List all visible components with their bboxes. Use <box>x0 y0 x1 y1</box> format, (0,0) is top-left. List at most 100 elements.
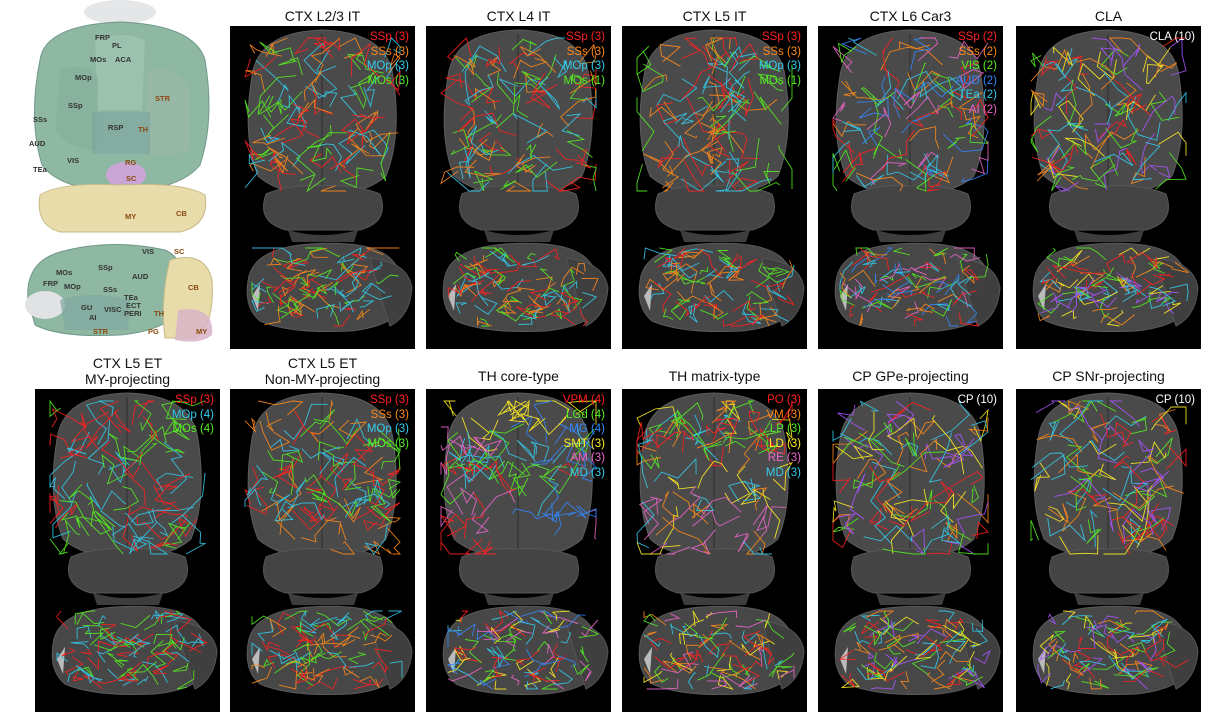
legend-item: SSs (3) <box>370 45 409 58</box>
panel-title: CTX L5 ET Non-MY-projecting <box>264 355 381 387</box>
legend-item: SSs (3) <box>566 45 605 58</box>
brain-render-svg <box>48 392 218 696</box>
svg-text:RG: RG <box>125 158 136 167</box>
panel-title: CP GPe-projecting <box>852 368 969 384</box>
brain-render-svg <box>1030 29 1199 333</box>
neuron-reconstruction-image: SSp (3) SSs (3) MOp (3) MOs (1) <box>622 26 807 349</box>
region-legend: VPM (4) LGd (4) MG (4) SMT (3) AM (3) MD (3) <box>563 393 605 481</box>
legend-item: CLA (10) <box>1149 31 1195 43</box>
region-legend: SSp (2) SSs (2) VIS (2) AUD (2) TEa (2) AI (2… <box>955 30 997 118</box>
legend-item: MOs (3) <box>367 74 409 87</box>
legend-item: AM (3) <box>570 452 606 465</box>
svg-text:FRP: FRP <box>43 279 58 288</box>
legend-item: SSp (3) <box>370 394 409 406</box>
legend-item: MOs (4) <box>172 423 214 436</box>
svg-text:STR: STR <box>155 94 171 103</box>
cerebellum-silhouette <box>459 185 579 231</box>
svg-text:MY: MY <box>125 212 136 221</box>
svg-text:PL: PL <box>112 41 122 50</box>
neuron-reconstruction-image: SSp (3) SSs (3) MOp (3) MOs (3) <box>230 389 415 712</box>
legend-item: MG (4) <box>569 423 605 436</box>
svg-text:AUD: AUD <box>29 139 46 148</box>
neuron-traces <box>832 400 991 690</box>
panel-title: CTX L6 Car3 <box>869 8 952 24</box>
svg-text:SSp: SSp <box>68 101 83 110</box>
svg-text:SC: SC <box>174 247 185 256</box>
region-legend: SSp (3) SSs (3) MOp (3) MOs (1) <box>563 30 605 88</box>
svg-text:CB: CB <box>176 209 187 218</box>
region-legend: CP (10) <box>1156 393 1195 408</box>
svg-text:SC: SC <box>126 174 137 183</box>
svg-text:FRP: FRP <box>95 33 110 42</box>
neuron-traces <box>832 37 990 327</box>
legend-item: SSp (3) <box>566 31 605 43</box>
svg-text:MY: MY <box>196 327 207 336</box>
region-legend: CP (10) <box>958 393 997 408</box>
svg-text:ACA: ACA <box>115 55 132 64</box>
atlas-reference-diagram: FRP PL MOs ACA MOp SSp STR SSs RSP TH AUD VIS… <box>0 0 225 350</box>
neuron-traces <box>244 400 403 690</box>
brain-render-svg <box>439 392 609 696</box>
legend-item: SSp (3) <box>370 31 409 43</box>
svg-text:MOs: MOs <box>56 268 72 277</box>
neuron-reconstruction-image: CP (10) <box>818 389 1003 712</box>
legend-item: MD (3) <box>765 466 801 479</box>
svg-text:MOs: MOs <box>90 55 106 64</box>
legend-item: MOp (3) <box>562 60 605 73</box>
panel-title: CP SNr-projecting <box>1052 368 1165 384</box>
svg-text:SSs: SSs <box>33 115 47 124</box>
legend-item: SSp (3) <box>762 31 801 43</box>
neuron-traces <box>636 37 796 327</box>
neuron-reconstruction-image: SSp (3) MOp (4) MOs (4) <box>35 389 220 712</box>
legend-item: PO (3) <box>767 394 801 406</box>
cerebellum-silhouette <box>851 548 971 594</box>
legend-item: MOp (3) <box>366 423 409 436</box>
neuron-reconstruction-image: SSp (3) SSs (3) MOp (3) MOs (3) <box>230 26 415 349</box>
panel-title: CLA <box>1094 8 1123 24</box>
legend-item: AUD (2) <box>955 74 997 87</box>
neuron-reconstruction-image: SSp (2) SSs (2) VIS (2) AUD (2) TEa (2) AI (2… <box>818 26 1003 349</box>
region-legend: SSp (3) MOp (4) MOs (4) <box>172 393 214 437</box>
legend-item: VIS (2) <box>961 60 997 73</box>
legend-item: MOp (3) <box>366 60 409 73</box>
svg-text:PG: PG <box>148 327 159 336</box>
region-legend: SSp (3) SSs (3) MOp (3) MOs (3) <box>367 30 409 88</box>
neuron-traces <box>48 399 209 690</box>
legend-item: MOs (3) <box>367 437 409 450</box>
brain-render-svg <box>636 392 805 696</box>
legend-item: SSs (3) <box>370 408 409 421</box>
legend-item: SSp (3) <box>175 394 214 406</box>
brain-render-svg <box>1030 392 1199 696</box>
panel-title: CTX L2/3 IT <box>284 8 361 24</box>
neuron-traces <box>636 400 795 690</box>
svg-text:ECT: ECT <box>126 301 141 310</box>
brain-render-svg <box>244 29 413 333</box>
cerebellum-silhouette <box>263 548 383 594</box>
legend-item: LD (3) <box>769 437 801 450</box>
legend-item: MOp (4) <box>171 408 214 421</box>
neuron-traces <box>1030 400 1189 690</box>
svg-text:VISC: VISC <box>104 305 122 314</box>
legend-item: CP (10) <box>1155 394 1195 406</box>
legend-item: RE (3) <box>767 452 801 465</box>
svg-text:CB: CB <box>188 283 199 292</box>
brain-render-svg <box>636 29 805 333</box>
svg-text:SSs: SSs <box>103 285 117 294</box>
brain-render-svg <box>832 29 1001 333</box>
region-legend: PO (3) VM (3) LP (3) LD (3) RE (3) MD (3) <box>766 393 801 481</box>
svg-text:PERI: PERI <box>124 309 142 318</box>
neuron-traces <box>440 37 599 327</box>
panel-title: CTX L5 ET MY-projecting <box>84 355 171 387</box>
svg-text:TEa: TEa <box>33 165 48 174</box>
legend-item: SSp (2) <box>958 31 997 43</box>
svg-text:VIS: VIS <box>142 247 154 256</box>
legend-item: LP (3) <box>769 423 801 436</box>
neuron-traces <box>1030 37 1189 327</box>
neuron-reconstruction-image: VPM (4) LGd (4) MG (4) SMT (3) AM (3) MD (3) <box>426 389 611 712</box>
neuron-reconstruction-image: SSp (3) SSs (3) MOp (3) MOs (1) <box>426 26 611 349</box>
legend-item: LGd (4) <box>566 408 605 421</box>
legend-item: MOs (1) <box>759 74 801 87</box>
cerebellum-silhouette <box>68 548 188 594</box>
neuron-reconstruction-image: PO (3) VM (3) LP (3) LD (3) RE (3) MD (3) <box>622 389 807 712</box>
